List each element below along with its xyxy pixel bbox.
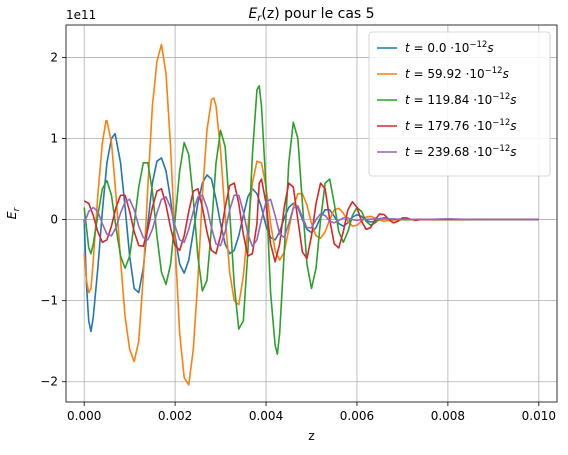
title-subscript: r <box>257 13 262 24</box>
y-axis-label: Er <box>4 206 22 219</box>
x-tick-label: 0.010 <box>522 409 556 423</box>
ylabel-subscript: r <box>12 206 22 211</box>
y-offset-text: 1e11 <box>66 8 96 22</box>
legend-label-1: t = 59.92 ·10−12s <box>405 66 509 81</box>
x-tick-label: 0.008 <box>431 409 465 423</box>
y-tick-label: −1 <box>40 294 58 308</box>
legend-box <box>368 31 551 177</box>
x-tick-label: 0.002 <box>158 409 192 423</box>
y-tick-label: 1 <box>50 132 58 146</box>
series-line-4 <box>83 194 539 248</box>
y-tick-label: 2 <box>50 50 58 64</box>
x-tick-label: 0.000 <box>67 409 101 423</box>
axes-frame <box>65 24 558 403</box>
ylabel-symbol: E <box>4 211 19 219</box>
title-rest: (z) pour le cas 5 <box>261 6 374 22</box>
series-line-2 <box>83 85 539 355</box>
x-axis-label: z <box>308 428 315 443</box>
legend-label-3: t = 179.76 ·10−12s <box>405 118 517 133</box>
legend-label-0: t = 0.0 ·10−12s <box>405 40 494 55</box>
x-tick-label: 0.004 <box>249 409 283 423</box>
ticks: 0.000 0.002 0.004 0.006 0.008 0.010 −2 −1 0 1 2 <box>40 50 556 423</box>
chart-title: Er(z) pour le cas 5 <box>248 6 374 24</box>
y-tick-label: 0 <box>50 213 58 227</box>
legend: t = 0.0 ·10−12s t = 59.92 ·10−12s t = 119.… <box>368 31 551 177</box>
legend-label-4: t = 239.68 ·10−12s <box>405 144 517 159</box>
title-symbol: E <box>248 6 257 22</box>
legend-label-2: t = 119.84 ·10−12s <box>405 92 517 107</box>
series-lines <box>83 43 539 386</box>
y-tick-label: −2 <box>40 375 58 389</box>
x-tick-label: 0.006 <box>340 409 374 423</box>
